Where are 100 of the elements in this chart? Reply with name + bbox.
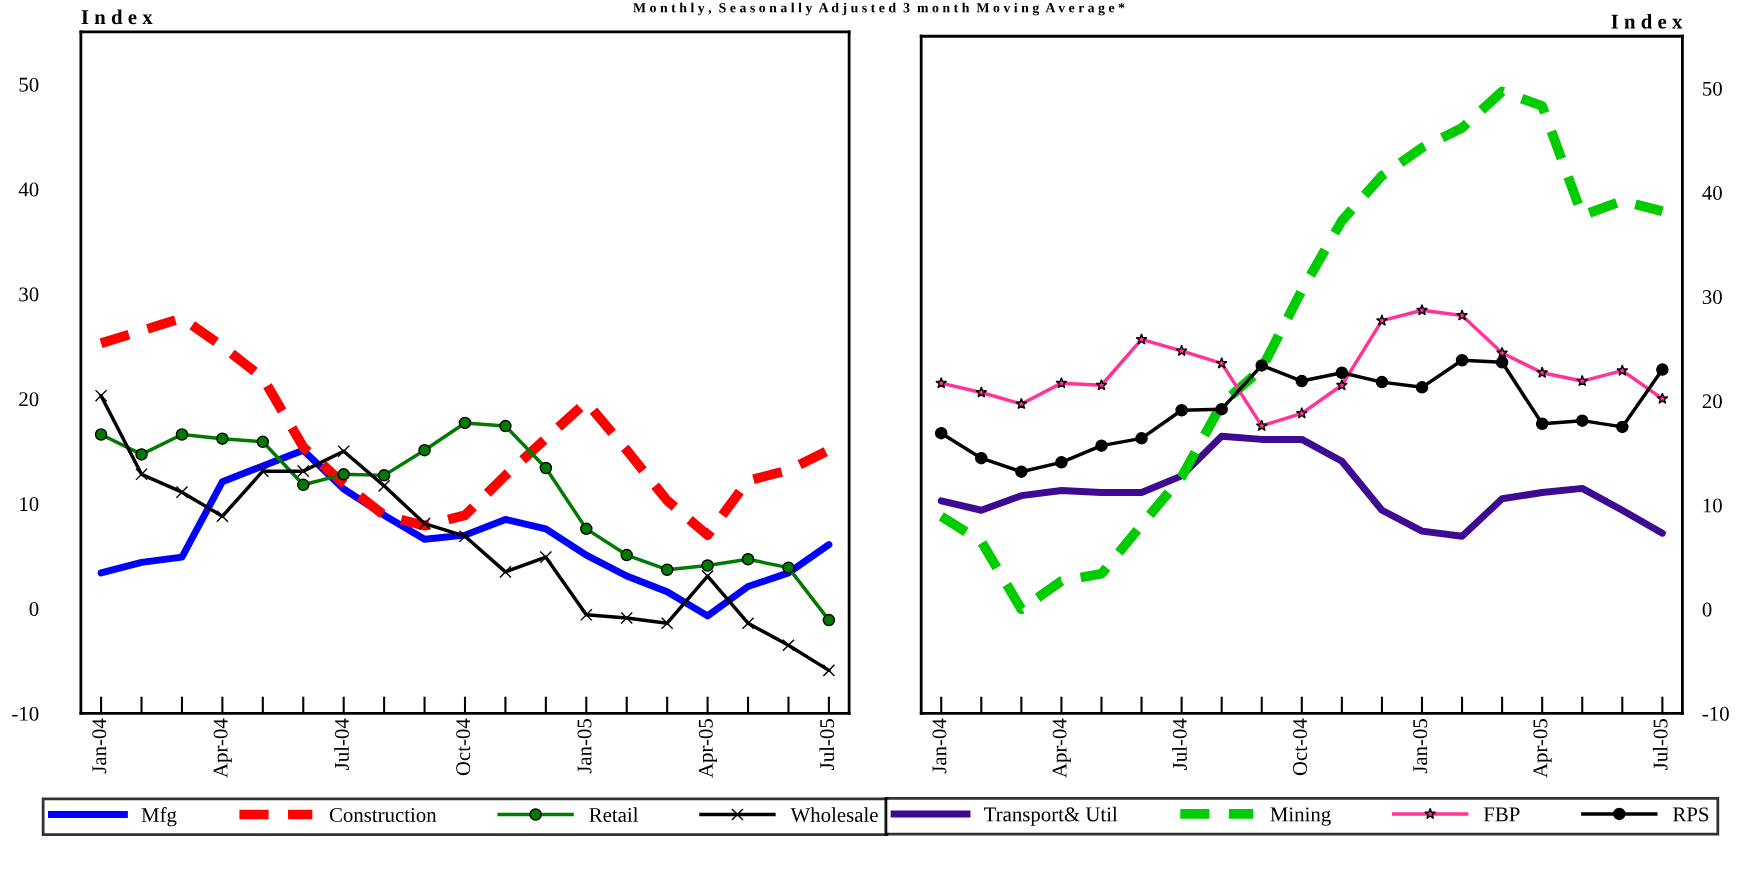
point: [1135, 432, 1148, 445]
point: [256, 435, 270, 449]
x-tick-label: Jan-05: [1413, 719, 1428, 774]
x-tick-label: Jul-05: [819, 719, 835, 770]
point: [1175, 403, 1188, 417]
point: [580, 522, 593, 536]
y2-tick-label: 30: [1702, 290, 1722, 305]
x-tick-label: Apr-04: [1052, 718, 1071, 778]
point: [1295, 374, 1309, 388]
y-tick-label: 0: [29, 601, 39, 616]
y-tick-label: 10: [20, 497, 39, 512]
point: [741, 616, 755, 630]
y-axis-title: I n d e x: [81, 9, 153, 25]
x-tick-label: Oct-04: [456, 718, 471, 776]
point: [1055, 456, 1068, 469]
point: [297, 478, 310, 492]
point: [297, 464, 310, 478]
x-tick-label: Jan-05: [577, 719, 592, 774]
y-tick-label: 40: [18, 182, 39, 197]
point: [499, 565, 512, 579]
y2-tick-label: 10: [1703, 498, 1722, 513]
y-tick-label: 30: [19, 287, 39, 302]
point: [975, 451, 988, 465]
legend-label: Mining: [1270, 807, 1331, 826]
point: [1616, 364, 1629, 376]
point: [1335, 378, 1348, 391]
x-tick-label: Oct-04: [1292, 718, 1308, 776]
y2-tick-label: 40: [1702, 185, 1722, 200]
point: [1215, 402, 1228, 416]
point: [135, 468, 148, 481]
x-tick-label: Jan-04: [92, 718, 107, 774]
point: [539, 461, 553, 475]
point: [1416, 303, 1428, 316]
text: M o n t h l y , S e a s o n a l l y A d j u s t e d 3 m o n t h M o v i n g A v e r a g e *: [633, 2, 1125, 16]
x-tick-label: Apr-04: [213, 718, 232, 778]
point: [1576, 374, 1589, 387]
point: [175, 428, 189, 441]
point: [1255, 419, 1268, 432]
x-tick-label: Jul-04: [334, 718, 349, 770]
point: [1535, 417, 1549, 431]
y2-tick-label: 50: [1703, 81, 1722, 96]
point: [701, 569, 714, 583]
point: [1335, 366, 1349, 379]
point: [458, 416, 472, 430]
point: [1456, 309, 1469, 321]
point: [620, 548, 633, 562]
x-tick-label: Jul-05: [1652, 719, 1668, 770]
point: [822, 664, 836, 677]
y2-tick-label: 20: [1702, 394, 1722, 409]
y-tick-label: -10: [12, 706, 39, 721]
point: [1135, 333, 1148, 345]
point: [782, 561, 795, 574]
legend-label: FBP: [1483, 807, 1520, 822]
point: [1375, 314, 1388, 326]
legend-label: Transport& Util: [984, 806, 1118, 826]
legend-label: Mfg: [141, 807, 177, 827]
x-tick-label: Apr-05: [698, 719, 718, 778]
point: [1375, 375, 1389, 389]
point: [1095, 378, 1108, 391]
point: [660, 563, 674, 576]
y-tick-label: 20: [19, 392, 39, 407]
point: [337, 468, 350, 481]
point: [1455, 353, 1469, 367]
y2-tick-label: -10: [1702, 706, 1729, 721]
point: [499, 419, 512, 433]
x-tick-label: Apr-05: [1533, 719, 1552, 778]
y2-axis-title: I n d e x: [1611, 13, 1683, 29]
point: [377, 469, 391, 482]
point: [1616, 420, 1629, 434]
legend-label: Construction: [329, 807, 437, 822]
point: [94, 428, 108, 441]
point: [660, 616, 674, 630]
point: [1656, 392, 1669, 404]
point: [1095, 439, 1108, 452]
point: [1215, 357, 1228, 369]
point: [822, 613, 836, 627]
point: [216, 432, 229, 445]
point: [1415, 381, 1429, 394]
point: [620, 611, 633, 625]
point: [337, 444, 350, 458]
point: [1295, 407, 1308, 419]
point: [418, 517, 431, 530]
point: [1575, 414, 1589, 427]
point: [1656, 363, 1669, 376]
legend-label: Retail: [589, 807, 639, 822]
y2-tick-label: 0: [1702, 602, 1712, 617]
point: [94, 389, 108, 402]
point: [1255, 359, 1268, 372]
x-tick-label: Jan-04: [932, 718, 947, 774]
point: [256, 464, 270, 478]
point: [539, 550, 553, 564]
point: [975, 386, 988, 398]
point: [1536, 366, 1549, 378]
point: [1495, 356, 1509, 369]
point: [418, 443, 431, 457]
x-tick-label: Jul-04: [1172, 718, 1187, 770]
point: [580, 608, 593, 622]
point: [1055, 376, 1068, 389]
legend-label: RPS: [1673, 807, 1709, 822]
point: [741, 552, 755, 566]
